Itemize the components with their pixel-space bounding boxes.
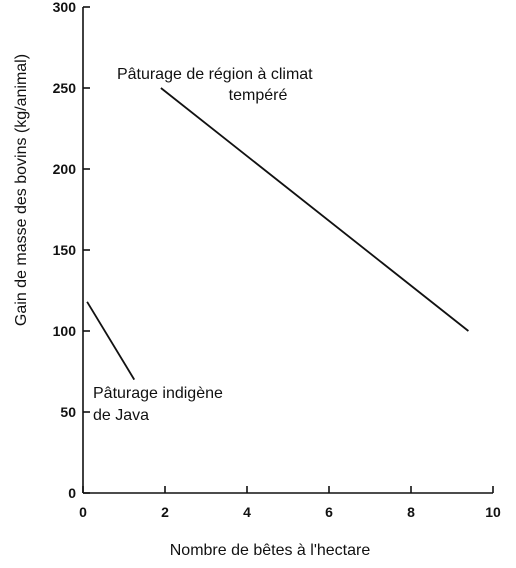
y-axis-label: Gain de masse des bovins (kg/animal) <box>13 54 30 326</box>
y-tick-label: 0 <box>68 485 76 501</box>
y-tick-label: 50 <box>60 404 76 420</box>
y-tick-label: 150 <box>53 242 77 258</box>
y-tick-label: 200 <box>53 161 77 177</box>
x-tick-label: 8 <box>407 504 415 520</box>
x-tick-label: 4 <box>243 504 251 520</box>
ticks: 0 50 100 150 200 250 300 0 2 4 6 8 10 <box>53 0 501 520</box>
series-group <box>86 87 469 381</box>
annotation-java-line-1: Pâturage indigène <box>93 385 223 402</box>
y-tick-label: 100 <box>53 323 77 339</box>
annotation-temperate-pasture: Pâturage de région à climat tempéré <box>117 66 317 104</box>
annotation-temperate-line-1: Pâturage de région à climat <box>117 66 313 83</box>
series-line-java <box>86 301 136 381</box>
x-tick-label: 6 <box>325 504 333 520</box>
y-tick-label: 250 <box>53 80 77 96</box>
x-tick-label: 2 <box>161 504 169 520</box>
x-axis-label: Nombre de bêtes à l'hectare <box>170 542 371 559</box>
series-line-temperate <box>160 87 469 332</box>
annotation-temperate-line-2: tempéré <box>229 87 288 104</box>
annotation-java-pasture: Pâturage indigène de Java <box>93 385 227 424</box>
annotation-java-line-2: de Java <box>93 407 149 424</box>
x-tick-label: 0 <box>79 504 87 520</box>
y-tick-label: 300 <box>53 0 77 15</box>
x-tick-label: 10 <box>485 504 501 520</box>
